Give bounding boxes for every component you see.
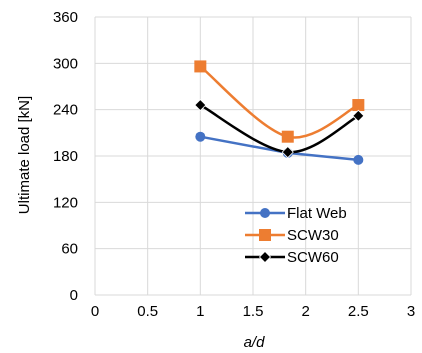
y-tick-label: 300 — [53, 55, 78, 72]
series-scw60 — [194, 98, 365, 159]
data-point-scw60 — [194, 98, 207, 112]
series-line-scw30 — [199, 65, 359, 139]
x-axis-ticks: 0 0.5 1 1.5 2 2.5 3 — [91, 303, 415, 320]
series-scw30 — [194, 60, 365, 143]
y-tick-label: 360 — [53, 9, 78, 26]
data-point-scw30 — [281, 130, 294, 143]
y-tick-label: 180 — [53, 148, 78, 165]
grid-lines — [94, 16, 412, 296]
series-layer — [194, 60, 365, 165]
legend-label-scw60: SCW60 — [287, 249, 339, 266]
y-tick-label: 120 — [53, 194, 78, 211]
data-point-scw60 — [352, 109, 365, 122]
legend-label-flat-web: Flat Web — [287, 205, 347, 222]
legend-label-scw30: SCW30 — [287, 227, 339, 244]
legend-entry-scw60: SCW60 — [245, 249, 339, 266]
legend-entry-scw30: SCW30 — [245, 227, 339, 244]
x-tick-label: 2 — [301, 303, 309, 320]
x-tick-label: 1 — [196, 303, 204, 320]
data-point-scw30 — [194, 60, 207, 73]
legend: Flat Web SCW30 SCW60 — [245, 205, 347, 266]
legend-marker-scw30 — [259, 229, 271, 241]
data-point-flat-web — [195, 131, 206, 142]
x-tick-label: 2.5 — [348, 303, 369, 320]
legend-marker-scw60 — [258, 250, 272, 264]
y-axis-ticks: 0 60 120 180 240 300 360 — [53, 9, 78, 304]
y-tick-label: 0 — [70, 287, 78, 304]
legend-entry-flat-web: Flat Web — [245, 205, 347, 222]
data-point-scw30 — [352, 99, 365, 112]
data-point-flat-web — [353, 154, 364, 165]
x-tick-label: 1.5 — [243, 303, 264, 320]
y-tick-label: 60 — [61, 241, 78, 258]
series-flat-web — [195, 131, 364, 165]
x-tick-label: 0.5 — [137, 303, 158, 320]
y-axis-title: Ultimate load [kN] — [16, 96, 33, 214]
data-point-scw60 — [281, 146, 294, 159]
x-tick-label: 3 — [407, 303, 415, 320]
x-axis-title: a/d — [244, 334, 266, 351]
y-tick-label: 240 — [53, 102, 78, 119]
x-tick-label: 0 — [91, 303, 99, 320]
legend-marker-flat-web — [260, 208, 270, 218]
series-line-scw60 — [199, 103, 359, 154]
